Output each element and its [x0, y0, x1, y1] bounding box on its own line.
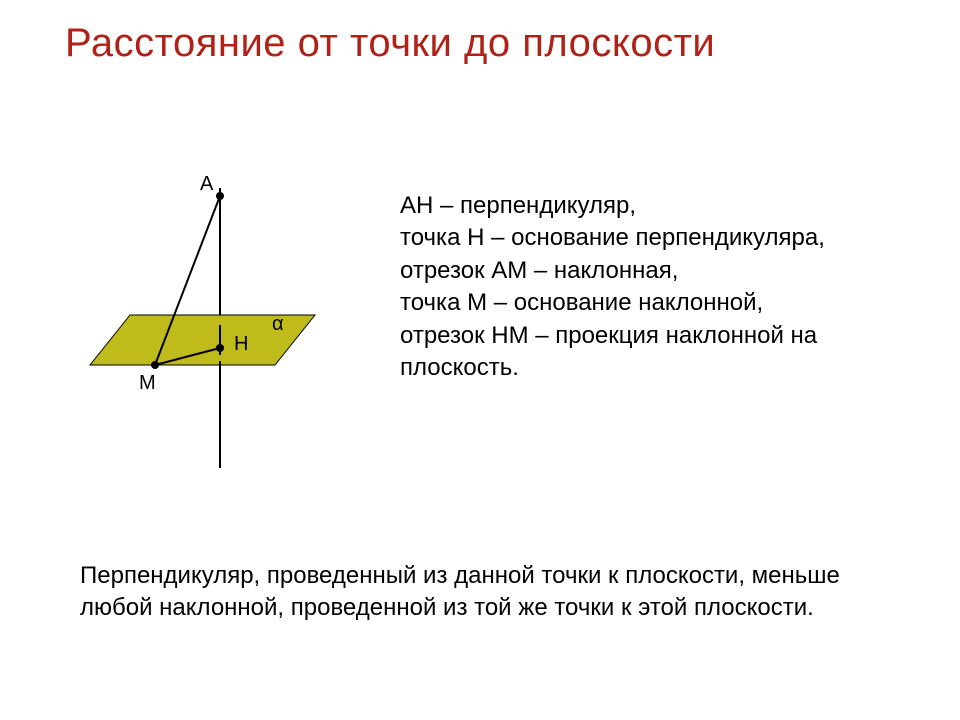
slide: Расстояние от точки до плоскости А Н Мα АН…: [0, 0, 960, 720]
content-row: А Н Мα АН – перпендикуляр, точка Н – основ…: [0, 160, 960, 490]
theorem-note: Перпендикуляр, проведенный из данной точ…: [80, 560, 880, 625]
definition-line-5: отрезок НМ – проекция наклонной на плоск…: [400, 320, 920, 385]
definitions-block: АН – перпендикуляр, точка Н – основание …: [400, 160, 960, 384]
label-A: А: [200, 173, 214, 195]
label-M: М: [139, 372, 156, 394]
label-H: Н: [234, 333, 248, 355]
slide-title: Расстояние от точки до плоскости: [65, 20, 715, 66]
diagram-container: А Н Мα: [0, 160, 400, 490]
geometry-diagram: А Н Мα: [50, 170, 350, 490]
definition-line-1: АН – перпендикуляр,: [400, 190, 920, 222]
point-H: [216, 344, 224, 352]
point-A: [216, 192, 224, 200]
definition-line-3: отрезок АМ – наклонная,: [400, 255, 920, 287]
point-M: [151, 361, 159, 369]
label-alpha: α: [272, 313, 284, 335]
definition-line-4: точка М – основание наклонной,: [400, 287, 920, 319]
definition-line-2: точка Н – основание перпендикуляра,: [400, 222, 920, 254]
